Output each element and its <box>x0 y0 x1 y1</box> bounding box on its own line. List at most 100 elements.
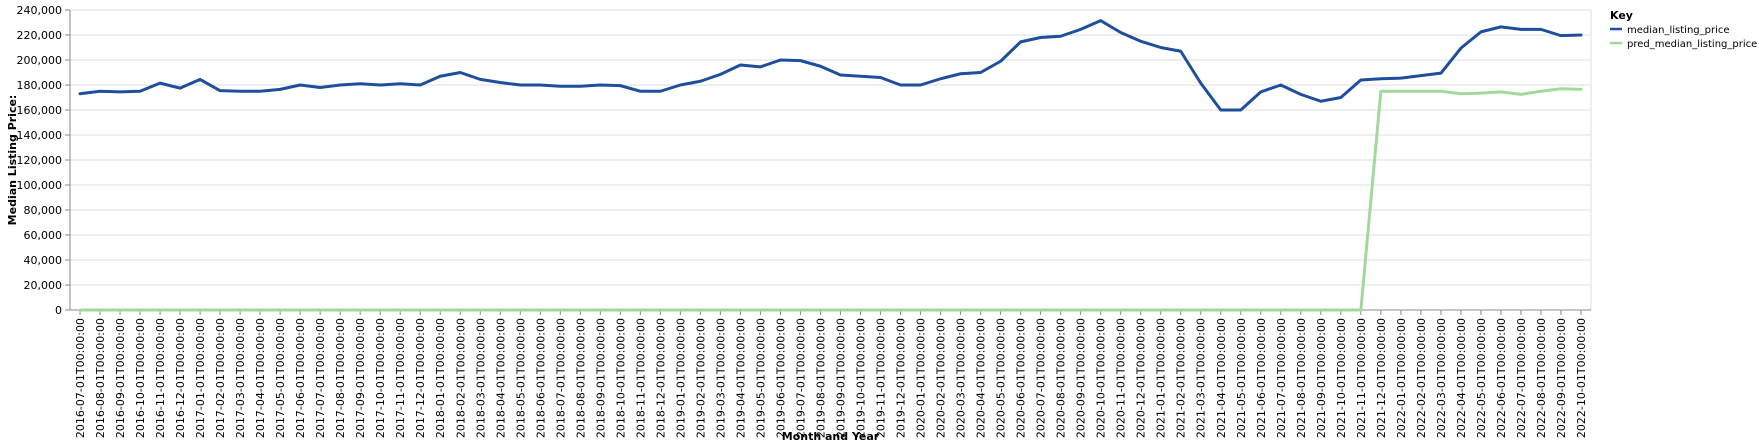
y-tick-label: 160,000 <box>17 104 63 117</box>
x-tick-label: 2018-12-01T00:00:00 <box>654 318 667 438</box>
x-tick-label: 2020-05-01T00:00:00 <box>995 318 1008 438</box>
x-tick-label: 2017-05-01T00:00:00 <box>274 318 287 438</box>
x-tick-label: 2017-02-01T00:00:00 <box>214 318 227 438</box>
x-tick-label: 2019-06-01T00:00:00 <box>774 318 787 438</box>
x-tick-label: 2017-03-01T00:00:00 <box>234 318 247 438</box>
x-tick-label: 2021-02-01T00:00:00 <box>1175 318 1188 438</box>
x-tick-label: 2021-12-01T00:00:00 <box>1375 318 1388 438</box>
x-tick-label: 2020-12-01T00:00:00 <box>1135 318 1148 438</box>
x-tick-label: 2016-12-01T00:00:00 <box>174 318 187 438</box>
x-tick-label: 2020-07-01T00:00:00 <box>1035 318 1048 438</box>
x-tick-label: 2018-10-01T00:00:00 <box>614 318 627 438</box>
legend: Key median_listing_price pred_median_list… <box>1610 9 1757 50</box>
x-tick-label: 2021-04-01T00:00:00 <box>1215 318 1228 438</box>
x-tick-label: 2019-03-01T00:00:00 <box>714 318 727 438</box>
x-tick-label: 2016-11-01T00:00:00 <box>154 318 167 438</box>
x-tick-label: 2020-09-01T00:00:00 <box>1075 318 1088 438</box>
y-tick-label: 140,000 <box>17 129 63 142</box>
y-tick-label: 120,000 <box>17 154 63 167</box>
x-tick-label: 2021-11-01T00:00:00 <box>1355 318 1368 438</box>
legend-items: median_listing_price pred_median_listing_… <box>1610 25 1757 50</box>
x-tick-label: 2022-02-01T00:00:00 <box>1415 318 1428 438</box>
legend-title: Key <box>1610 9 1633 22</box>
series-line-median_listing_price <box>78 19 1583 112</box>
x-tick-label: 2017-06-01T00:00:00 <box>294 318 307 438</box>
x-tick-label: 2019-11-01T00:00:00 <box>875 318 888 438</box>
x-tick-label: 2022-04-01T00:00:00 <box>1455 318 1468 438</box>
x-tick-label: 2019-08-01T00:00:00 <box>814 318 827 438</box>
y-tick-label: 80,000 <box>24 204 63 217</box>
x-tick-label: 2017-01-01T00:00:00 <box>194 318 207 438</box>
x-tick-label: 2021-05-01T00:00:00 <box>1235 318 1248 438</box>
x-tick-label: 2018-04-01T00:00:00 <box>494 318 507 438</box>
x-tick-label: 2017-07-01T00:00:00 <box>314 318 327 438</box>
x-tick-label: 2020-01-01T00:00:00 <box>915 318 928 438</box>
x-tick-label: 2020-03-01T00:00:00 <box>955 318 968 438</box>
x-tick-label: 2018-09-01T00:00:00 <box>594 318 607 438</box>
x-tick-label: 2021-08-01T00:00:00 <box>1295 318 1308 438</box>
x-tick-label: 2019-05-01T00:00:00 <box>754 318 767 438</box>
x-tick-label: 2021-09-01T00:00:00 <box>1315 318 1328 438</box>
x-tick-label: 2022-03-01T00:00:00 <box>1435 318 1448 438</box>
y-axis-title: Median Listing Price: <box>6 95 19 226</box>
x-tick-label: 2021-07-01T00:00:00 <box>1275 318 1288 438</box>
x-tick-label: 2018-02-01T00:00:00 <box>454 318 467 438</box>
y-tick-label: 100,000 <box>17 179 63 192</box>
x-tick-label: 2019-04-01T00:00:00 <box>734 318 747 438</box>
y-tick-label: 240,000 <box>17 4 63 17</box>
x-tick-label: 2019-10-01T00:00:00 <box>855 318 868 438</box>
x-tick-label: 2021-10-01T00:00:00 <box>1335 318 1348 438</box>
x-tick-label: 2016-08-01T00:00:00 <box>94 318 107 438</box>
y-tick-label: 40,000 <box>24 254 63 267</box>
x-tick-label: 2016-07-01T00:00:00 <box>74 318 87 438</box>
x-tick-label: 2018-01-01T00:00:00 <box>434 318 447 438</box>
y-tick-label: 60,000 <box>24 229 63 242</box>
x-tick-label: 2018-11-01T00:00:00 <box>634 318 647 438</box>
x-tick-label: 2022-07-01T00:00:00 <box>1515 318 1528 438</box>
x-tick-label: 2016-10-01T00:00:00 <box>134 318 147 438</box>
x-tick-label: 2017-11-01T00:00:00 <box>394 318 407 438</box>
x-tick-label: 2017-10-01T00:00:00 <box>374 318 387 438</box>
y-tick-label: 0 <box>55 304 62 317</box>
x-tick-label: 2022-01-01T00:00:00 <box>1395 318 1408 438</box>
legend-label: pred_median_listing_price <box>1627 39 1757 50</box>
x-tick-label: 2020-02-01T00:00:00 <box>935 318 948 438</box>
x-tick-label: 2017-04-01T00:00:00 <box>254 318 267 438</box>
x-tick-label: 2017-08-01T00:00:00 <box>334 318 347 438</box>
x-tick-label: 2019-02-01T00:00:00 <box>694 318 707 438</box>
x-tick-label: 2022-10-01T00:00:00 <box>1575 318 1588 438</box>
x-tick-label: 2022-06-01T00:00:00 <box>1495 318 1508 438</box>
series-layer <box>78 19 1583 312</box>
y-tick-label: 200,000 <box>17 54 63 67</box>
axis-layer: 0 20,000 40,000 60,000 80,000 100,000 120,000 1… <box>17 4 1591 438</box>
x-tick-label: 2019-12-01T00:00:00 <box>895 318 908 438</box>
x-tick-label: 2022-05-01T00:00:00 <box>1475 318 1488 438</box>
x-tick-label: 2017-12-01T00:00:00 <box>414 318 427 438</box>
series-line-pred_median_listing_price <box>78 87 1583 312</box>
x-tick-label: 2021-06-01T00:00:00 <box>1255 318 1268 438</box>
x-tick-label: 2020-04-01T00:00:00 <box>975 318 988 438</box>
x-tick-label: 2021-01-01T00:00:00 <box>1155 318 1168 438</box>
x-tick-label: 2019-01-01T00:00:00 <box>674 318 687 438</box>
legend-label: median_listing_price <box>1627 25 1730 36</box>
x-tick-label: 2020-08-01T00:00:00 <box>1055 318 1068 438</box>
x-tick-label: 2019-09-01T00:00:00 <box>835 318 848 438</box>
x-tick-label: 2019-07-01T00:00:00 <box>794 318 807 438</box>
y-tick-label: 180,000 <box>17 79 63 92</box>
x-tick-label: 2018-07-01T00:00:00 <box>554 318 567 438</box>
y-tick-label: 220,000 <box>17 29 63 42</box>
x-axis-title: Month and Year <box>782 430 880 443</box>
grid-layer <box>70 9 1592 311</box>
x-tick-label: 2018-03-01T00:00:00 <box>474 318 487 438</box>
x-tick-label: 2018-08-01T00:00:00 <box>574 318 587 438</box>
x-tick-label: 2018-06-01T00:00:00 <box>534 318 547 438</box>
x-tick-label: 2021-03-01T00:00:00 <box>1195 318 1208 438</box>
x-tick-label: 2016-09-01T00:00:00 <box>114 318 127 438</box>
x-tick-label: 2020-10-01T00:00:00 <box>1095 318 1108 438</box>
y-tick-label: 20,000 <box>24 279 63 292</box>
x-tick-label: 2017-09-01T00:00:00 <box>354 318 367 438</box>
x-tick-label: 2020-11-01T00:00:00 <box>1115 318 1128 438</box>
x-tick-label: 2020-06-01T00:00:00 <box>1015 318 1028 438</box>
